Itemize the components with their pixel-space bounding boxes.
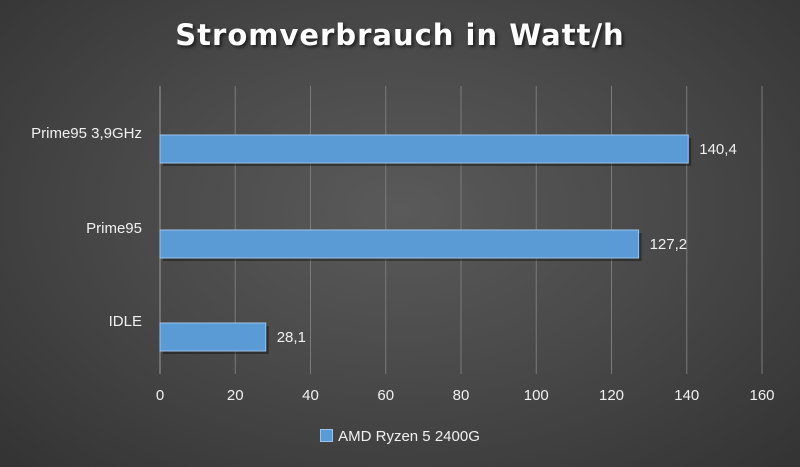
x-tick-label: 160 — [749, 387, 774, 404]
data-label: 28,1 — [277, 329, 306, 346]
bar — [159, 229, 640, 259]
data-label: 140,4 — [699, 141, 737, 158]
x-tick-label: 60 — [377, 387, 394, 404]
bar — [159, 322, 267, 352]
legend-swatch — [320, 429, 334, 442]
x-tick-label: 0 — [156, 387, 164, 404]
legend-label: AMD Ryzen 5 2400G — [338, 428, 480, 445]
bars — [159, 134, 692, 354]
x-tick-label: 80 — [453, 387, 470, 404]
legend: AMD Ryzen 5 2400G — [0, 428, 800, 445]
category-label: IDLE — [109, 313, 142, 330]
category-label: Prime95 3,9GHz — [31, 125, 142, 142]
x-tick-label: 100 — [524, 387, 549, 404]
data-label: 127,2 — [650, 236, 688, 253]
x-tick-label: 140 — [674, 387, 699, 404]
chart-title: Stromverbrauch in Watt/h — [175, 18, 625, 52]
x-tick-label: 40 — [302, 387, 319, 404]
category-label: Prime95 — [86, 220, 142, 237]
bar — [159, 134, 689, 164]
x-tick-label: 20 — [227, 387, 244, 404]
x-tick-label: 120 — [599, 387, 624, 404]
labels: 0 20 40 60 80 100 120 140 160 140,4 Prime95 3,9GHz… — [31, 125, 774, 404]
